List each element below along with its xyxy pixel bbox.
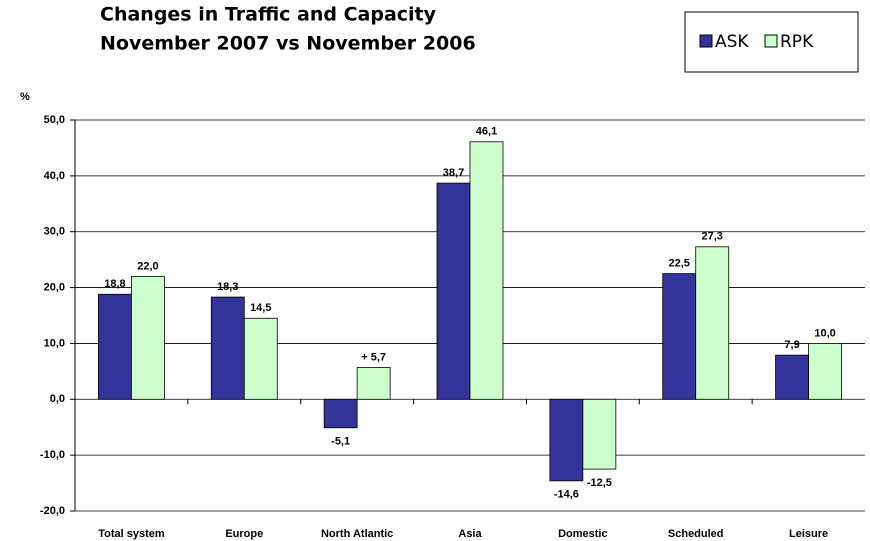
y-tick-label: 40,0: [44, 170, 65, 182]
value-label: 10,0: [814, 327, 835, 339]
x-tick-label: Scheduled: [668, 528, 724, 540]
bar: [469, 141, 504, 400]
bar: [131, 275, 165, 400]
bar: [549, 398, 584, 482]
legend-label: ASK: [715, 32, 749, 52]
y-tick-label: -20,0: [40, 505, 65, 517]
y-tick-label: 20,0: [44, 281, 65, 293]
bar: [323, 398, 358, 429]
x-tick-label: Asia: [458, 528, 482, 540]
chart-title: Changes in Traffic and Capacity: [100, 4, 437, 26]
value-label: 18,3: [217, 281, 238, 293]
legend-label: RPK: [780, 32, 814, 52]
bar: [582, 398, 617, 470]
bar: [436, 182, 471, 400]
y-tick-label: 30,0: [44, 226, 65, 238]
x-tick-label: Europe: [225, 528, 263, 540]
bar: [808, 343, 842, 400]
bar: [695, 246, 730, 400]
x-tick-label: North Atlantic: [321, 528, 393, 540]
value-label: 22,0: [137, 260, 158, 272]
value-label: -14,6: [554, 489, 579, 501]
x-tick-label: Leisure: [789, 528, 828, 540]
value-label: + 5,7: [361, 351, 386, 363]
chart-title: November 2007 vs November 2006: [100, 33, 476, 55]
y-tick-label: 0,0: [50, 393, 65, 405]
legend-swatch: [699, 34, 713, 48]
value-label: 14,5: [250, 302, 271, 314]
value-label: 18,8: [104, 278, 125, 290]
y-axis-label: %: [20, 91, 30, 103]
value-label: 38,7: [443, 167, 464, 179]
value-label: 46,1: [476, 126, 497, 138]
value-label: 22,5: [669, 258, 690, 270]
value-label: -12,5: [587, 477, 612, 489]
bar: [662, 273, 697, 400]
bar: [243, 317, 278, 400]
bar: [210, 296, 245, 400]
bar: [98, 293, 132, 400]
y-tick-label: 10,0: [44, 337, 65, 349]
y-tick-label: -10,0: [40, 449, 65, 461]
x-tick-label: Total system: [98, 528, 165, 540]
y-tick-label: 50,0: [44, 114, 65, 126]
bar: [356, 367, 391, 400]
legend-swatch: [764, 34, 778, 48]
bar: [775, 354, 809, 400]
value-label: 7,9: [784, 339, 799, 351]
x-tick-label: Domestic: [558, 528, 608, 540]
value-label: -5,1: [331, 436, 350, 448]
value-label: 27,3: [702, 231, 723, 243]
